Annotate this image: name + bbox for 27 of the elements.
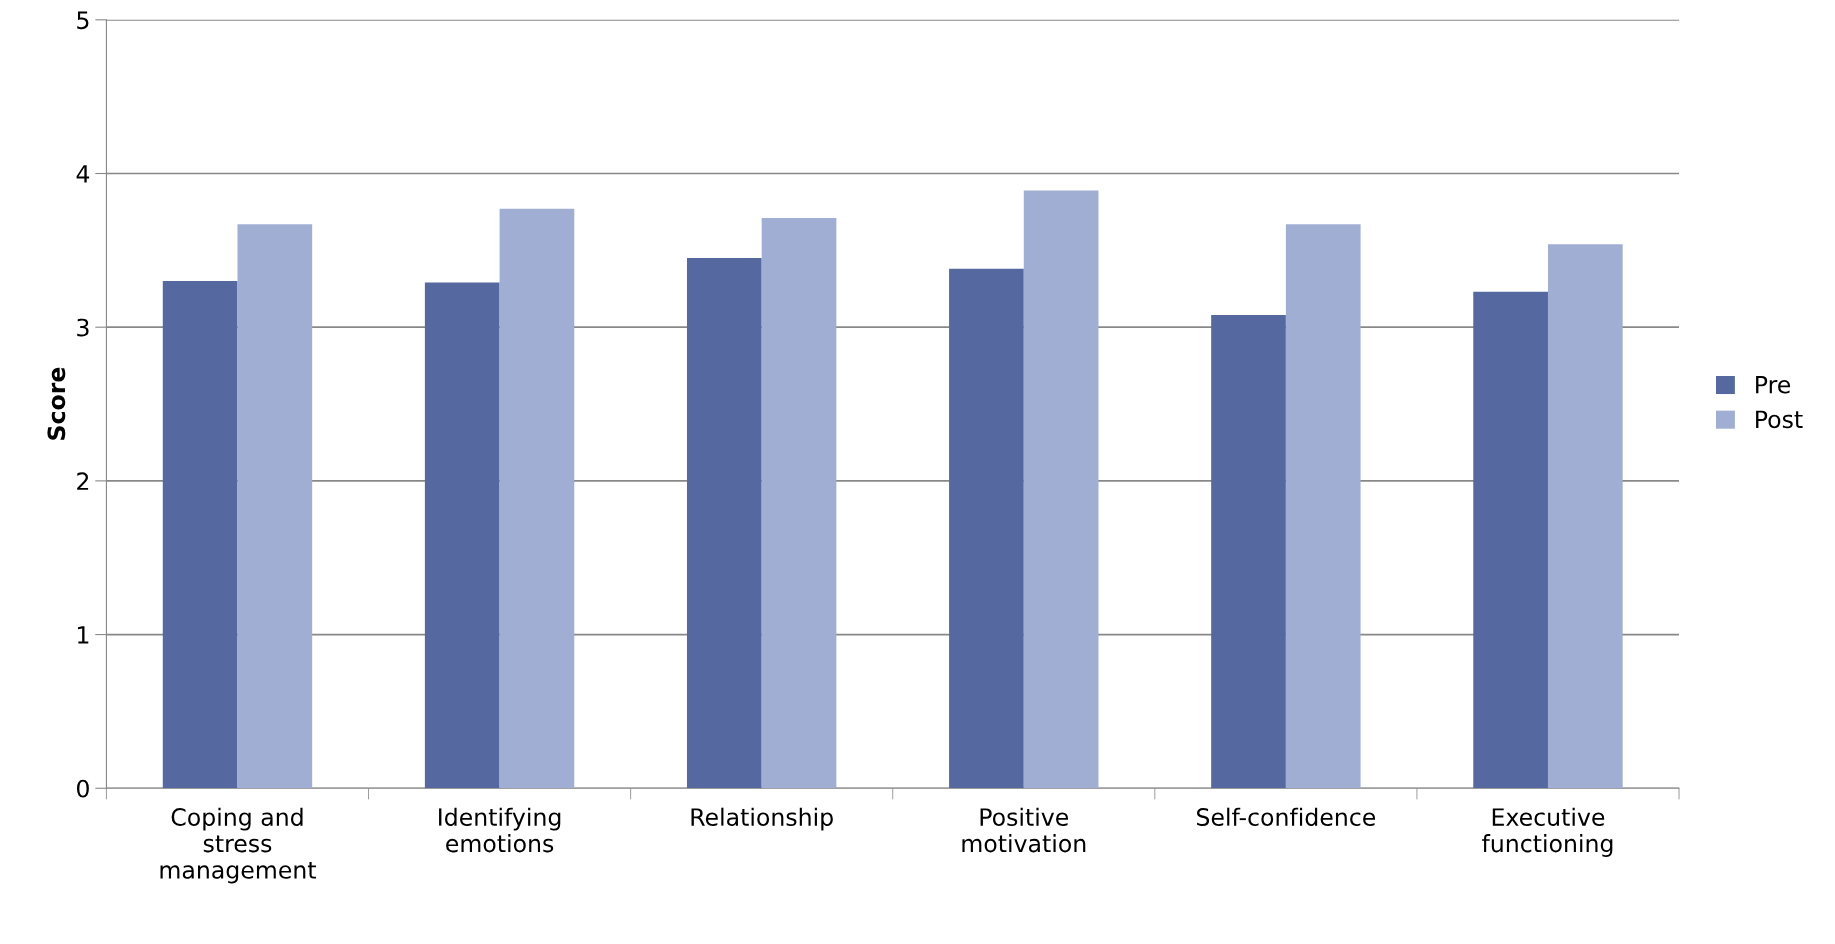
bar [1211, 314, 1286, 789]
bar [162, 281, 238, 789]
bar [1023, 190, 1099, 789]
x-tick-label: Self-confidence [1197, 807, 1376, 826]
y-tick-label: 3 [77, 318, 89, 337]
legend-label: Post [1756, 410, 1803, 429]
y-tick-label: 2 [77, 472, 89, 490]
x-tick-label: Executive functioning [1482, 807, 1613, 857]
y-tick-label: 4 [76, 165, 90, 183]
x-tick-label: Coping and stress management [160, 807, 316, 884]
y-tick-label: 1 [78, 626, 89, 644]
x-tick-label: Positive motivation [962, 807, 1086, 853]
y-axis-title: Score [47, 367, 66, 440]
bar [499, 208, 575, 789]
x-tick-label: Identifying emotions [439, 807, 561, 853]
bar [424, 282, 500, 789]
bar [1285, 224, 1361, 789]
bar [686, 258, 762, 789]
bar [761, 218, 837, 789]
bar [1547, 244, 1623, 789]
y-tick-label: 5 [77, 11, 89, 30]
bar [237, 224, 313, 789]
x-tick-label: Relationship [691, 807, 833, 831]
bar [1473, 291, 1548, 789]
y-tick-label: 0 [76, 779, 89, 798]
legend-label: Pre [1756, 376, 1791, 394]
bar [949, 268, 1024, 789]
